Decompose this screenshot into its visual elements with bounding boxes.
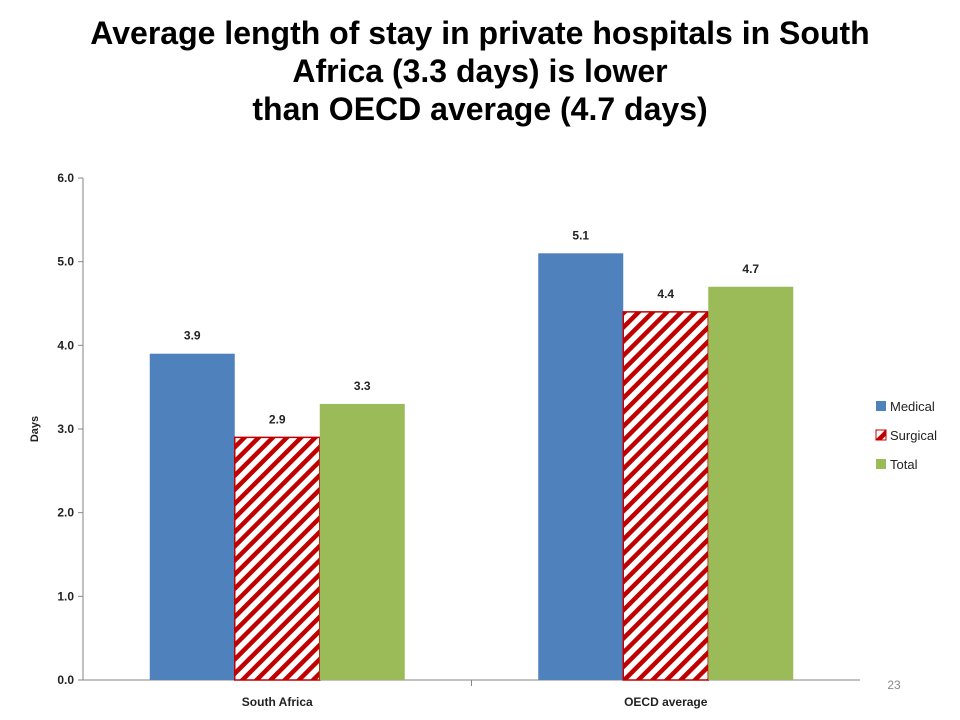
bar-medical-1 bbox=[538, 253, 624, 681]
data-label: 3.9 bbox=[184, 329, 201, 343]
bar-total-0 bbox=[319, 403, 405, 680]
y-tick-label: 6.0 bbox=[57, 171, 74, 185]
legend-swatch-total bbox=[876, 459, 886, 469]
data-label: 3.3 bbox=[354, 379, 371, 393]
title-line-2: Africa (3.3 days) is lower bbox=[292, 53, 668, 89]
y-tick-label: 4.0 bbox=[57, 338, 74, 352]
bar-surgical-1 bbox=[622, 311, 709, 681]
data-label: 5.1 bbox=[572, 228, 589, 242]
legend-swatch-surgical bbox=[875, 429, 887, 441]
bar-medical-0 bbox=[149, 353, 235, 680]
y-tick-label: 1.0 bbox=[57, 589, 74, 603]
y-tick-label: 2.0 bbox=[57, 506, 74, 520]
data-label: 4.7 bbox=[742, 262, 759, 276]
legend-label: Surgical bbox=[890, 428, 937, 443]
y-tick-label: 3.0 bbox=[57, 422, 74, 436]
legend-label: Medical bbox=[890, 399, 935, 414]
slide-title: Average length of stay in private hospit… bbox=[0, 14, 960, 128]
x-category-label: OECD average bbox=[624, 695, 708, 709]
y-tick-label: 5.0 bbox=[57, 255, 74, 269]
legend-label: Total bbox=[890, 457, 918, 472]
title-line-1: Average length of stay in private hospit… bbox=[90, 15, 870, 51]
page-number: 23 bbox=[887, 678, 901, 692]
data-label: 4.4 bbox=[657, 287, 674, 301]
bar-total-1 bbox=[708, 286, 794, 680]
legend-swatch-medical bbox=[876, 401, 886, 411]
bar-surgical-0 bbox=[234, 436, 321, 681]
data-label: 2.9 bbox=[269, 412, 286, 426]
x-category-label: South Africa bbox=[242, 695, 313, 709]
y-axis-title: Days bbox=[29, 416, 41, 442]
y-tick-label: 0.0 bbox=[57, 673, 74, 687]
title-line-3: than OECD average (4.7 days) bbox=[252, 91, 708, 127]
